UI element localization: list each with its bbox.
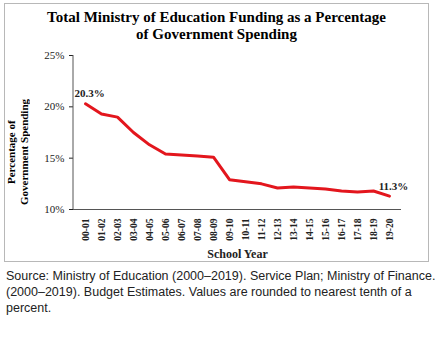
svg-text:03-04: 03-04 xyxy=(129,218,139,240)
svg-text:10%: 10% xyxy=(44,203,64,215)
svg-text:13-14: 13-14 xyxy=(289,218,299,240)
svg-text:15-16: 15-16 xyxy=(321,218,331,240)
html-text:Source: Ministry of Education: Source: Ministry of Education (2000–2019… xyxy=(6,269,436,315)
svg-text:00-01: 00-01 xyxy=(81,218,91,240)
svg-text:05-06: 05-06 xyxy=(161,218,171,240)
svg-text:06-07: 06-07 xyxy=(177,218,187,240)
svg-text:25%: 25% xyxy=(44,49,64,61)
svg-text:04-05: 04-05 xyxy=(145,218,155,240)
svg-text:01-02: 01-02 xyxy=(97,218,107,240)
html-text:Total Ministry of Education Fu: Total Ministry of Education Funding as a… xyxy=(47,9,386,42)
svg-text:School Year: School Year xyxy=(207,247,268,261)
svg-text:16-17: 16-17 xyxy=(337,218,347,240)
svg-text:19-20: 19-20 xyxy=(385,218,395,240)
svg-text:17-18: 17-18 xyxy=(353,218,363,240)
svg-text:07-08: 07-08 xyxy=(193,218,203,240)
html-text:Percentage of Government Spend: Percentage of Government Spending xyxy=(5,99,30,205)
svg-text:02-03: 02-03 xyxy=(113,218,123,240)
svg-text:12-13: 12-13 xyxy=(273,218,283,240)
svg-text:14-15: 14-15 xyxy=(305,218,315,240)
svg-text:11-12: 11-12 xyxy=(257,218,267,240)
svg-text:08-09: 08-09 xyxy=(209,218,219,240)
svg-text:15%: 15% xyxy=(44,152,64,164)
svg-text:20.3%: 20.3% xyxy=(74,87,104,99)
svg-text:09-10: 09-10 xyxy=(225,218,235,240)
svg-text:18-19: 18-19 xyxy=(369,218,379,240)
svg-text:10-11: 10-11 xyxy=(241,218,251,240)
svg-text:20%: 20% xyxy=(44,100,64,112)
svg-text:11.3%: 11.3% xyxy=(379,180,409,192)
